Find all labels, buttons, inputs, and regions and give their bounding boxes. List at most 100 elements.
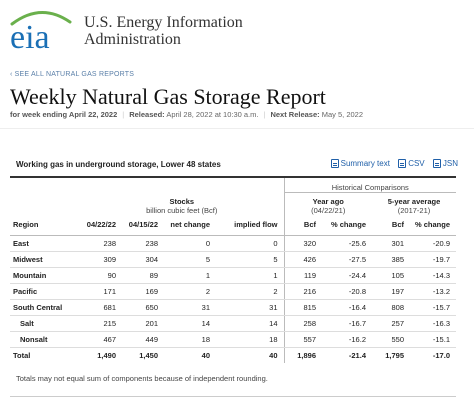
cell-prior-week: 201 [122, 315, 164, 332]
cell-implied-flow: 1 [216, 267, 284, 284]
json-link[interactable]: JSN [432, 159, 458, 168]
storage-table: Historical Comparisons Stocks billion cub… [10, 178, 456, 363]
org-line-1: U.S. Energy Information [84, 14, 243, 31]
release-info: for week ending April 22, 2022 | Released:… [10, 110, 364, 119]
cell-implied-flow: 18 [216, 331, 284, 348]
cell-yearago-bcf: 815 [283, 299, 322, 316]
header-divider [0, 128, 474, 129]
table-row: Salt 215 201 14 14 258 -16.7 257 -16.3 [10, 315, 456, 332]
table-row: East 238 238 0 0 320 -25.6 301 -20.9 [10, 235, 456, 252]
stocks-header: Stocks billion cubic feet (Bcf) [146, 196, 218, 215]
org-line-2: Administration [84, 31, 181, 48]
cell-implied-flow: 5 [216, 251, 284, 268]
cell-current-week: 467 [80, 331, 122, 348]
rounding-note: Totals may not equal sum of components b… [16, 374, 268, 383]
cell-5yr-pct: -15.7 [410, 299, 456, 316]
col-region: Region [10, 214, 80, 236]
cell-yearago-pct: -25.6 [322, 235, 372, 252]
cell-implied-flow: 40 [216, 346, 284, 363]
cell-net-change: 5 [164, 251, 216, 268]
year-ago-header: Year ago (04/22/21) [283, 192, 372, 215]
col-5yr-pct: % change [410, 214, 456, 236]
cell-5yr-bcf: 808 [372, 299, 410, 316]
download-links: Summary text CSV JSN [325, 159, 458, 168]
table-row: Mountain 90 89 1 1 119 -24.4 105 -14.3 [10, 267, 456, 284]
total-row: Total 1,490 1,450 40 40 1,896 -21.4 1,795 -17.0 [10, 346, 456, 363]
cell-prior-week: 304 [122, 251, 164, 268]
cell-yearago-pct: -16.7 [322, 315, 372, 332]
table-row: Nonsalt 467 449 18 18 557 -16.2 550 -15.1 [10, 331, 456, 348]
cell-region: Mountain [10, 267, 80, 284]
table-caption: Working gas in underground storage, Lowe… [16, 160, 221, 169]
cell-5yr-bcf: 1,795 [372, 346, 410, 363]
cell-yearago-bcf: 426 [283, 251, 322, 268]
logo-swoosh [10, 11, 72, 26]
column-headers: Region 04/22/22 04/15/22 net change impl… [10, 214, 456, 236]
cell-5yr-bcf: 257 [372, 315, 410, 332]
table-row: South Central 681 650 31 31 815 -16.4 808 -15.7 [10, 299, 456, 316]
table-row: Midwest 309 304 5 5 426 -27.5 385 -19.7 [10, 251, 456, 268]
col-5yr-bcf: Bcf [372, 214, 410, 236]
cell-yearago-pct: -20.8 [322, 283, 372, 300]
cell-current-week: 681 [80, 299, 122, 316]
cell-prior-week: 650 [122, 299, 164, 316]
cell-5yr-bcf: 197 [372, 283, 410, 300]
cell-5yr-pct: -14.3 [410, 267, 456, 284]
eia-logo[interactable]: eia [8, 8, 74, 52]
cell-prior-week: 238 [122, 235, 164, 252]
cell-net-change: 2 [164, 283, 216, 300]
page-title: Weekly Natural Gas Storage Report [10, 84, 326, 109]
col-prior-week: 04/15/22 [122, 214, 164, 236]
document-icon [398, 159, 407, 168]
cell-5yr-pct: -15.1 [410, 331, 456, 348]
cell-yearago-pct: -27.5 [322, 251, 372, 268]
cell-implied-flow: 2 [216, 283, 284, 300]
cell-5yr-pct: -20.9 [410, 235, 456, 252]
csv-link[interactable]: CSV [398, 159, 425, 168]
cell-region: Salt [10, 315, 80, 332]
cell-implied-flow: 0 [216, 235, 284, 252]
cell-region: South Central [10, 299, 80, 316]
cell-yearago-pct: -16.2 [322, 331, 372, 348]
released-label: Released: [129, 110, 165, 119]
cell-net-change: 31 [164, 299, 216, 316]
see-all-reports-link[interactable]: ‹ SEE ALL NATURAL GAS REPORTS [10, 71, 135, 78]
cell-current-week: 171 [80, 283, 122, 300]
cell-5yr-bcf: 301 [372, 235, 410, 252]
cell-prior-week: 449 [122, 331, 164, 348]
col-yearago-pct: % change [322, 214, 372, 236]
cell-region: Midwest [10, 251, 80, 268]
table-top-rule [10, 176, 456, 178]
cell-yearago-pct: -21.4 [322, 346, 372, 363]
cell-5yr-bcf: 385 [372, 251, 410, 268]
cell-yearago-bcf: 320 [283, 235, 322, 252]
document-icon [432, 159, 441, 168]
cell-5yr-pct: -13.2 [410, 283, 456, 300]
cell-net-change: 0 [164, 235, 216, 252]
cell-5yr-pct: -16.3 [410, 315, 456, 332]
cell-net-change: 18 [164, 331, 216, 348]
next-release-date: May 5, 2022 [321, 110, 364, 119]
summary-text-link[interactable]: Summary text [330, 159, 390, 168]
cell-prior-week: 169 [122, 283, 164, 300]
cell-region: East [10, 235, 80, 252]
cell-net-change: 14 [164, 315, 216, 332]
next-release-label: Next Release: [270, 110, 320, 119]
historical-header: Historical Comparisons [283, 178, 456, 193]
col-implied-flow: implied flow [216, 214, 284, 236]
cell-yearago-bcf: 119 [283, 267, 322, 284]
cell-current-week: 90 [80, 267, 122, 284]
five-year-header: 5-year average (2017-21) [387, 196, 441, 215]
cell-current-week: 1,490 [80, 346, 122, 363]
cell-prior-week: 1,450 [122, 346, 164, 363]
col-current-week: 04/22/22 [80, 214, 122, 236]
cell-region: Pacific [10, 283, 80, 300]
week-ending: for week ending April 22, 2022 [10, 110, 118, 119]
cell-5yr-bcf: 105 [372, 267, 410, 284]
footer-divider [10, 396, 456, 397]
cell-yearago-bcf: 258 [283, 315, 322, 332]
cell-yearago-pct: -24.4 [322, 267, 372, 284]
cell-implied-flow: 14 [216, 315, 284, 332]
table-row: Pacific 171 169 2 2 216 -20.8 197 -13.2 [10, 283, 456, 300]
cell-net-change: 40 [164, 346, 216, 363]
